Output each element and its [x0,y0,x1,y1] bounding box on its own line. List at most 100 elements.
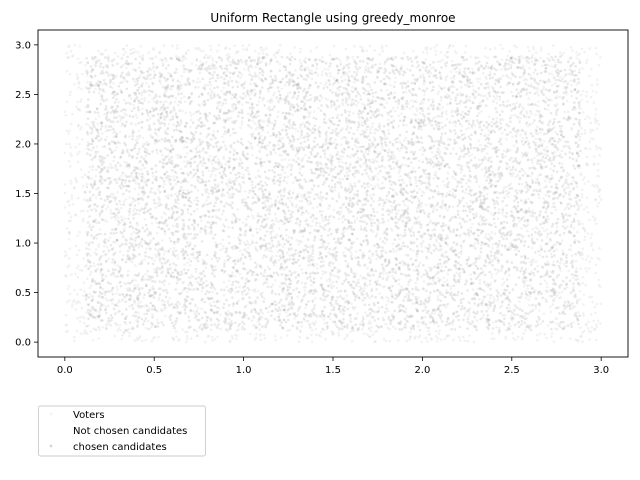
chosen-candidate-point [243,248,247,251]
voter-point [389,320,393,323]
voter-point [409,335,412,338]
voter-point [353,184,356,188]
voter-point [82,321,86,325]
voter-point [591,89,595,93]
voter-point [200,307,203,311]
voter-point [433,312,436,315]
voter-point [284,310,288,314]
voter-point [499,43,502,47]
voter-point [207,334,211,338]
voter-point [227,194,231,197]
voter-point [95,168,98,171]
voter-point [437,84,441,88]
voter-point [362,49,365,53]
voter-point [580,47,584,50]
voter-point [331,280,335,284]
voter-point [462,133,466,136]
chosen-candidate-point [327,284,330,288]
voter-point [510,319,514,322]
voter-point [147,178,150,181]
voter-point [579,93,583,97]
voter-point [520,183,524,186]
voter-point [594,121,597,124]
voter-point [587,327,590,330]
voter-point [180,97,183,100]
voter-point [76,275,80,279]
voter-point [421,66,425,69]
chosen-candidate-point [250,59,253,63]
voter-point [354,281,358,284]
voter-point [526,124,530,128]
voter-point [288,142,291,145]
chosen-candidate-point [345,119,348,122]
voter-point [365,128,368,132]
voter-point [129,238,132,241]
chosen-candidate-point [199,227,203,230]
voter-point [464,191,467,195]
voter-point [383,285,386,288]
voter-point [368,149,371,153]
voter-point [210,89,214,93]
voter-point [384,339,388,343]
voter-point [256,320,260,324]
voter-point [376,310,380,314]
voter-point [566,225,569,228]
voter-point [226,70,229,73]
voter-point [132,47,135,51]
voter-point [497,229,501,233]
voter-point [97,91,101,95]
voter-point [534,260,538,264]
voter-point [554,154,558,158]
voter-point [165,100,168,103]
voter-point [569,248,573,252]
voter-point [430,311,434,315]
voter-point [274,79,277,83]
voter-point [581,340,584,344]
voter-point [162,186,165,189]
voter-point [434,329,438,333]
voter-point [181,328,184,331]
chosen-candidate-point [131,243,134,246]
voter-point [437,265,440,268]
voter-point [359,165,363,168]
voter-point [437,190,440,193]
voter-point [585,270,589,273]
voter-point [563,208,567,211]
voter-point [300,199,304,203]
voter-point [259,157,263,161]
voter-point [356,216,359,220]
voter-point [390,204,393,208]
voter-point [473,124,477,127]
voter-point [133,187,137,190]
voter-point [135,338,139,342]
voter-point [424,308,427,312]
voter-point [499,68,503,71]
voter-point [392,157,396,161]
voter-point [201,170,205,174]
voter-point [267,90,270,93]
voter-point [436,60,439,64]
chosen-candidate-point [352,154,356,158]
voter-point [376,245,380,249]
voter-point [277,143,280,147]
voter-point [307,99,310,102]
voter-point [101,326,104,329]
voter-point [128,305,131,308]
voter-point [286,329,289,333]
voter-point [550,84,554,87]
voter-point [373,185,377,188]
voter-point [287,291,290,295]
voter-point [511,332,514,335]
voter-point [494,150,498,153]
voter-point [73,298,76,302]
voter-point [179,186,182,189]
voter-point [178,302,182,306]
voter-point [531,309,535,312]
voter-point [443,54,447,57]
voter-point [173,306,176,310]
voter-point [81,72,84,76]
voter-point [583,329,586,333]
chosen-candidate-point [453,138,456,142]
chosen-candidate-point [171,78,175,81]
